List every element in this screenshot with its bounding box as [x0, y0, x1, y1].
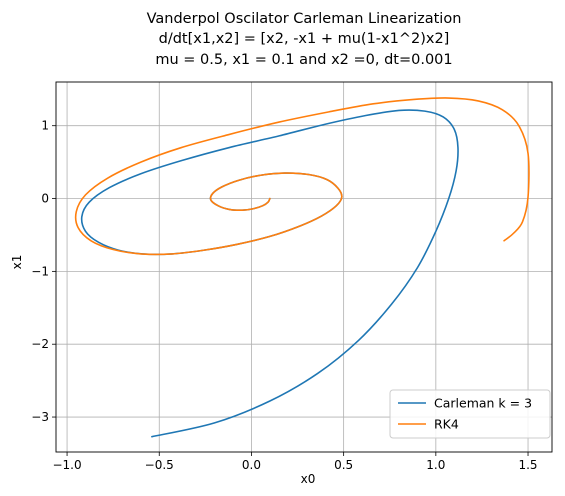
y-tick-label: −3 [31, 410, 49, 424]
legend-label-carleman: Carleman k = 3 [434, 396, 532, 411]
axis-ticks: −1.0 −0.5 0.0 0.5 1.0 1.5 −3 −2 −1 0 1 [31, 119, 537, 472]
y-tick-label: −1 [31, 264, 49, 278]
y-axis-label: x1 [10, 255, 24, 270]
x-tick-label: 1.5 [518, 458, 537, 472]
legend: Carleman k = 3 RK4 [389, 389, 551, 439]
y-tick-label: 1 [41, 119, 49, 133]
chart-title-line-2: d/dt[x1,x2] = [x2, -x1 + mu(1-x1^2)x2] [159, 31, 450, 47]
grid-lines [56, 82, 552, 452]
series-line-rk4 [74, 97, 530, 256]
chart-title-line-3: mu = 0.5, x1 = 0.1 and x2 =0, dt=0.001 [155, 52, 452, 68]
x-tick-label: 1.0 [426, 458, 445, 472]
plot-series [74, 97, 530, 438]
y-tick-label: 0 [41, 192, 49, 206]
chart-title-line-1: Vanderpol Oscilator Carleman Linearizati… [147, 11, 462, 27]
x-axis-label: x0 [301, 472, 316, 486]
y-tick-label: −2 [31, 337, 49, 351]
legend-label-rk4: RK4 [434, 417, 459, 432]
legend-frame [389, 389, 551, 439]
x-tick-label: −1.0 [52, 458, 81, 472]
x-tick-label: −0.5 [145, 458, 174, 472]
x-tick-label: 0.5 [334, 458, 353, 472]
plot-area-frame [55, 81, 553, 453]
x-tick-label: 0.0 [242, 458, 261, 472]
